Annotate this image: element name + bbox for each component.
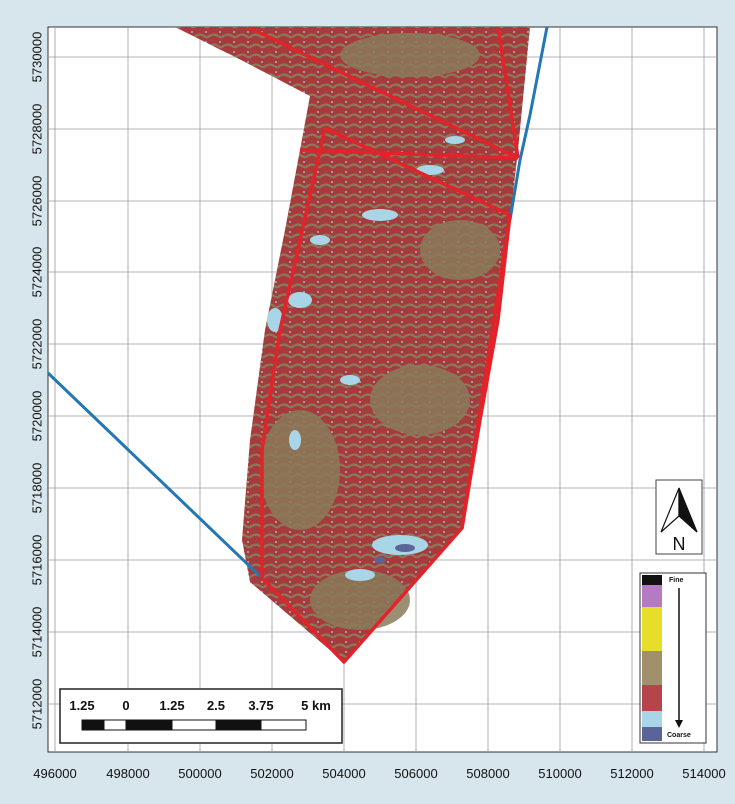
scale-bar-segments <box>81 719 307 731</box>
legend-swatch-1 <box>642 585 662 607</box>
y-tick-label: 5720000 <box>29 391 44 442</box>
y-tick-label: 5730000 <box>29 32 44 83</box>
legend-fine-label: Fine <box>669 577 683 584</box>
y-tick-label: 5728000 <box>29 104 44 155</box>
y-tick-label: 5722000 <box>29 319 44 370</box>
legend-swatch-2 <box>642 607 662 651</box>
x-tick-label: 506000 <box>394 766 437 781</box>
legend-swatch-0 <box>642 575 662 585</box>
scale-label: 2.5 <box>207 698 225 713</box>
x-tick-label: 504000 <box>322 766 365 781</box>
scale-label: 1.25 <box>69 698 94 713</box>
scale-label: 1.25 <box>159 698 184 713</box>
north-arrow-icon-dark <box>678 487 698 533</box>
x-tick-label: 500000 <box>178 766 221 781</box>
x-tick-label: 508000 <box>466 766 509 781</box>
y-tick-label: 5712000 <box>29 679 44 730</box>
north-letter: N <box>673 534 686 554</box>
x-tick-label: 510000 <box>538 766 581 781</box>
scale-label: 5 km <box>301 698 331 713</box>
north-arrow: N <box>655 479 703 555</box>
y-tick-label: 5714000 <box>29 607 44 658</box>
north-arrow-box <box>655 479 703 555</box>
survey-boundaries <box>247 27 520 664</box>
legend-swatch-5 <box>642 711 662 727</box>
legend-arrow-icon <box>675 720 683 728</box>
legend-swatch-3 <box>642 651 662 685</box>
legend-coarse-label: Coarse <box>667 732 691 739</box>
survey-dark-spots <box>374 544 415 563</box>
track-lines <box>48 27 549 580</box>
x-tick-label: 512000 <box>610 766 653 781</box>
grain-size-legend: Fine Coarse <box>639 572 707 744</box>
survey-tan-patches <box>260 33 500 630</box>
scale-label: 0 <box>122 698 129 713</box>
x-tick-label: 496000 <box>33 766 76 781</box>
y-tick-label: 5718000 <box>29 463 44 514</box>
x-tick-label: 514000 <box>682 766 725 781</box>
scale-bar: 1.25 0 1.25 2.5 3.75 5 km <box>59 688 343 744</box>
y-axis-labels: 5730000 5728000 5726000 5724000 5722000 … <box>29 32 44 730</box>
scale-label: 3.75 <box>248 698 273 713</box>
x-tick-label: 498000 <box>106 766 149 781</box>
legend-swatch-6 <box>642 727 662 741</box>
legend-swatch-4 <box>642 685 662 711</box>
x-axis-labels: 496000 498000 500000 502000 504000 50600… <box>33 766 725 781</box>
y-tick-label: 5724000 <box>29 247 44 298</box>
y-tick-label: 5726000 <box>29 176 44 227</box>
scale-bar-box <box>59 688 343 744</box>
x-tick-label: 502000 <box>250 766 293 781</box>
y-tick-label: 5716000 <box>29 535 44 586</box>
